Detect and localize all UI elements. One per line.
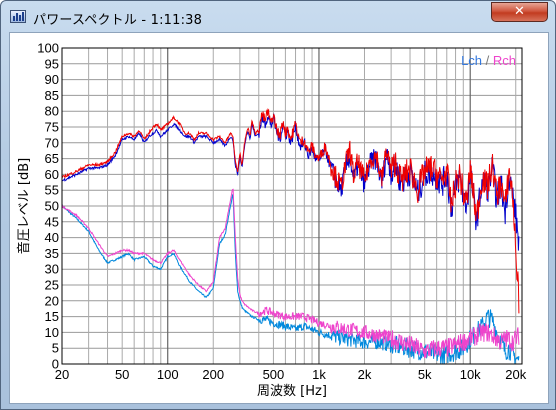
x-tick-label: 20 (55, 367, 69, 382)
y-tick-label: 25 (45, 278, 59, 293)
legend-separator: / (482, 53, 493, 68)
y-tick-label: 35 (45, 246, 59, 261)
y-tick-label: 70 (45, 135, 59, 150)
y-tick-label: 90 (45, 72, 59, 87)
x-tick-label: 100 (157, 367, 179, 382)
x-tick-label: 500 (263, 367, 285, 382)
x-tick-label: 1k (312, 367, 326, 382)
x-tick-label: 10k (460, 367, 481, 382)
legend-text: Lch / Rch (461, 53, 516, 68)
x-tick-label: 50 (115, 367, 129, 382)
y-tick-label: 5 (52, 341, 59, 356)
y-tick-label: 65 (45, 151, 59, 166)
chart-legend: Lch / Rch (461, 53, 516, 68)
y-tick-label: 100 (37, 41, 59, 56)
y-tick-label: 40 (45, 230, 59, 245)
y-axis-label: 音圧レベル [dB] (16, 158, 32, 254)
x-axis-label: 周波数 [Hz] (257, 384, 327, 399)
y-tick-label: 20 (45, 293, 59, 308)
title-bar[interactable]: パワースペクトル - 1:11:38 ✕ (1, 1, 555, 33)
chart-grid (61, 47, 522, 365)
y-tick-label: 30 (45, 262, 59, 277)
y-tick-label: 50 (45, 199, 59, 214)
chart-panel: 0 5 10 15 20 25 30 35 40 45 50 55 60 65 70 75 80 85 90 95 10… (9, 32, 549, 404)
x-tick-label: 20k (505, 367, 526, 382)
series-line-rch (61, 108, 520, 314)
y-tick-label: 55 (45, 183, 59, 198)
close-icon: ✕ (514, 4, 525, 19)
legend-entry-lch: Lch (461, 53, 482, 68)
y-tick-label: 15 (45, 309, 59, 324)
y-tick-label: 80 (45, 104, 59, 119)
y-tick-label: 60 (45, 167, 59, 182)
y-tick-label: 0 (52, 357, 59, 372)
y-tick-label: 10 (45, 325, 59, 340)
chart-axes: 0510152025303540455055606570758085909510… (37, 41, 526, 383)
window-title: パワースペクトル - 1:11:38 (33, 13, 203, 28)
legend-entry-rch: Rch (493, 53, 516, 68)
spectrum-chart: 0510152025303540455055606570758085909510… (16, 41, 527, 400)
spectrum-app-icon[interactable] (10, 10, 26, 23)
x-tick-label: 5k (418, 367, 432, 382)
x-tick-label: 2k (358, 367, 372, 382)
y-tick-label: 75 (45, 120, 59, 135)
x-tick-label: 200 (202, 367, 224, 382)
series-line-lch (61, 113, 520, 251)
y-tick-label: 45 (45, 214, 59, 229)
y-tick-label: 85 (45, 88, 59, 103)
plot-frame (61, 47, 523, 365)
close-button[interactable]: ✕ (491, 2, 548, 22)
series-line-rch-low (61, 188, 520, 359)
y-tick-label: 95 (45, 56, 59, 71)
